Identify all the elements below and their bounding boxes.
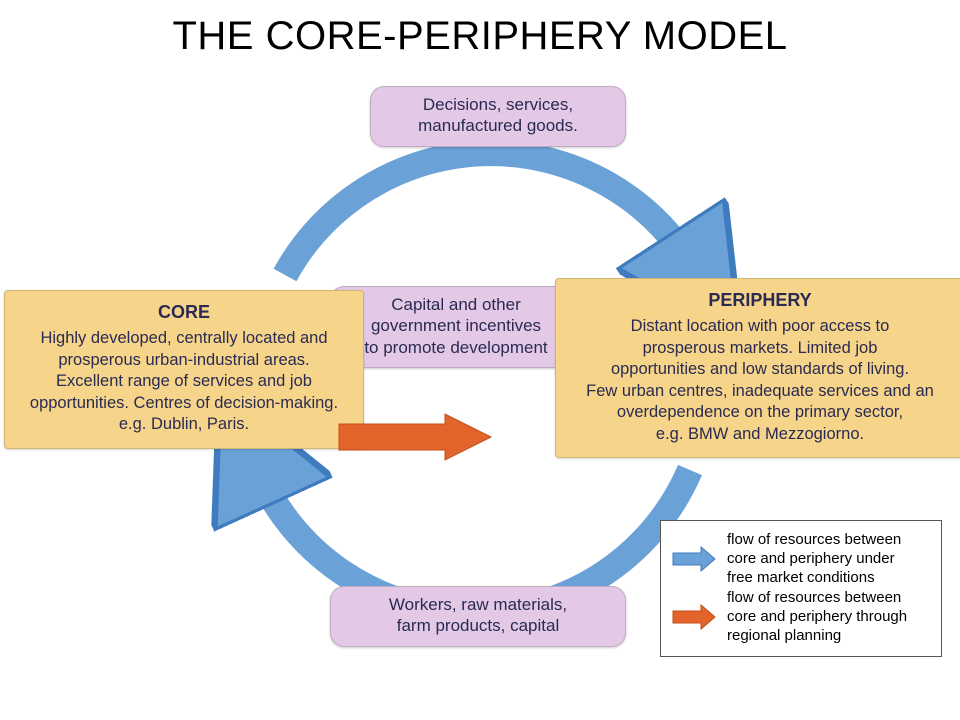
orange-arrow-icon (671, 603, 717, 631)
top-flow-text: Decisions, services, manufactured goods. (418, 95, 578, 135)
bottom-flow-text: Workers, raw materials, farm products, c… (389, 595, 567, 635)
legend-row-blue: flow of resources between core and perip… (671, 531, 931, 587)
legend-row-orange: flow of resources between core and perip… (671, 589, 931, 645)
core-heading: CORE (19, 301, 349, 324)
center-incentives-label: Capital and other government incentives … (330, 286, 582, 368)
legend-box: flow of resources between core and perip… (660, 520, 942, 657)
bottom-flow-label: Workers, raw materials, farm products, c… (330, 586, 626, 647)
top-flow-label: Decisions, services, manufactured goods. (370, 86, 626, 147)
legend-orange-text: flow of resources between core and perip… (727, 589, 917, 645)
blue-arrow-icon (671, 545, 717, 573)
center-incentives-text: Capital and other government incentives … (364, 295, 547, 357)
diagram-stage: THE CORE-PERIPHERY MODEL Decisions, serv… (0, 0, 960, 720)
legend-blue-text: flow of resources between core and perip… (727, 531, 917, 587)
periphery-box: PERIPHERY Distant location with poor acc… (555, 278, 960, 458)
core-body: Highly developed, centrally located and … (19, 328, 349, 435)
core-box: CORE Highly developed, centrally located… (4, 290, 364, 449)
periphery-heading: PERIPHERY (570, 289, 950, 312)
periphery-body: Distant location with poor access to pro… (570, 316, 950, 445)
planning-flow-arrow (335, 412, 495, 462)
